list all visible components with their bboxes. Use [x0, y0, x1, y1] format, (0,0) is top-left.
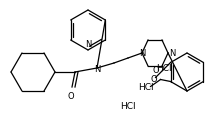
- Text: N: N: [94, 65, 100, 73]
- Text: HCl: HCl: [120, 102, 136, 111]
- Text: HCl: HCl: [138, 83, 154, 92]
- Text: HCl: HCl: [156, 64, 171, 73]
- Text: N: N: [169, 49, 175, 57]
- Text: O: O: [151, 75, 158, 84]
- Text: O: O: [68, 92, 74, 101]
- Text: N: N: [139, 49, 145, 57]
- Text: O: O: [153, 66, 159, 75]
- Text: N: N: [85, 40, 91, 49]
